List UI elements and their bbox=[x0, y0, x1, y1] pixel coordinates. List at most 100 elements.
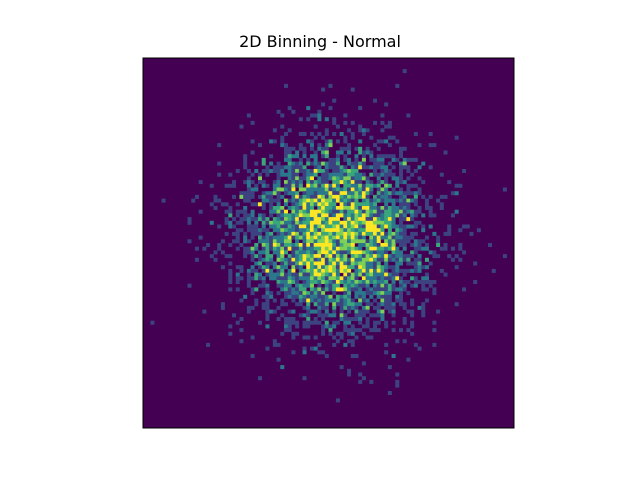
heatmap-cell bbox=[343, 183, 348, 188]
heatmap-cell bbox=[335, 320, 340, 325]
heatmap-cell bbox=[335, 198, 340, 203]
heatmap-cell bbox=[254, 202, 259, 207]
heatmap-cell bbox=[283, 143, 288, 148]
heatmap-cell bbox=[387, 206, 392, 210]
heatmap-cell bbox=[358, 191, 363, 196]
heatmap-cell bbox=[398, 276, 403, 281]
heatmap-cell bbox=[302, 165, 307, 170]
heatmap-cell bbox=[317, 220, 322, 225]
heatmap-cell bbox=[309, 169, 314, 173]
heatmap-cell bbox=[324, 283, 329, 288]
heatmap-cell bbox=[235, 202, 240, 207]
heatmap-cell bbox=[350, 250, 355, 255]
heatmap-cell bbox=[228, 220, 233, 225]
heatmap-cell bbox=[261, 220, 266, 225]
heatmap-cell bbox=[413, 198, 418, 203]
heatmap-cell bbox=[232, 180, 237, 185]
heatmap-cell bbox=[369, 150, 374, 155]
heatmap-cell bbox=[395, 294, 400, 299]
heatmap-cell bbox=[335, 209, 340, 214]
heatmap-cell bbox=[347, 191, 352, 196]
heatmap-cell bbox=[361, 176, 366, 181]
heatmap-cell bbox=[324, 209, 329, 214]
heatmap-cell bbox=[220, 305, 225, 310]
heatmap-cell bbox=[343, 276, 348, 281]
heatmap-cell bbox=[332, 272, 337, 277]
heatmap-cell bbox=[250, 139, 255, 144]
heatmap-cell bbox=[276, 250, 281, 255]
heatmap-cell bbox=[287, 146, 292, 151]
heatmap-cell bbox=[272, 220, 277, 225]
heatmap-cell bbox=[343, 198, 348, 203]
heatmap-cell bbox=[421, 283, 426, 288]
heatmap-cell bbox=[321, 209, 326, 214]
heatmap-cell bbox=[258, 250, 263, 255]
heatmap-cell bbox=[347, 287, 352, 292]
heatmap-cell bbox=[373, 98, 378, 103]
heatmap-cell bbox=[332, 243, 337, 247]
heatmap-cell bbox=[373, 320, 378, 325]
heatmap-cell bbox=[347, 209, 352, 214]
heatmap-cell bbox=[283, 272, 288, 277]
heatmap-cell bbox=[283, 291, 288, 296]
heatmap-cell bbox=[358, 261, 363, 266]
heatmap-cell bbox=[324, 254, 329, 259]
heatmap-cell bbox=[347, 202, 352, 207]
heatmap-cell bbox=[402, 239, 407, 244]
heatmap-cell bbox=[291, 146, 296, 151]
heatmap-cell bbox=[332, 206, 337, 210]
heatmap-cell bbox=[402, 209, 407, 214]
heatmap-cell bbox=[321, 257, 326, 262]
heatmap-cell bbox=[365, 213, 370, 218]
heatmap-cell bbox=[306, 169, 311, 173]
heatmap-cell bbox=[283, 183, 288, 188]
heatmap-cell bbox=[358, 268, 363, 273]
heatmap-cell bbox=[291, 206, 296, 210]
heatmap-cell bbox=[265, 194, 270, 199]
heatmap-cell bbox=[276, 224, 281, 229]
heatmap-cell bbox=[272, 165, 277, 170]
heatmap-cell bbox=[398, 154, 403, 159]
heatmap-cell bbox=[347, 265, 352, 270]
heatmap-cell bbox=[261, 183, 266, 188]
heatmap-cell bbox=[332, 220, 337, 225]
heatmap-cell bbox=[269, 294, 274, 299]
heatmap-cell bbox=[295, 209, 300, 214]
heatmap-cell bbox=[306, 206, 311, 210]
heatmap-cell bbox=[239, 317, 244, 321]
heatmap-cell bbox=[354, 228, 359, 233]
heatmap-cell bbox=[350, 172, 355, 177]
heatmap-cell bbox=[295, 239, 300, 244]
heatmap-cell bbox=[291, 109, 296, 114]
heatmap-cell bbox=[280, 254, 285, 259]
heatmap-cell bbox=[246, 176, 251, 181]
heatmap-cell bbox=[283, 246, 288, 251]
heatmap-cell bbox=[343, 213, 348, 218]
heatmap-cell bbox=[347, 257, 352, 262]
heatmap-cell bbox=[384, 165, 389, 170]
heatmap-cell bbox=[295, 324, 300, 329]
heatmap-cell bbox=[309, 287, 314, 292]
heatmap-cell bbox=[187, 239, 192, 244]
heatmap-cell bbox=[258, 143, 263, 148]
heatmap-cell bbox=[302, 283, 307, 288]
heatmap-cell bbox=[321, 194, 326, 199]
heatmap-cell bbox=[365, 268, 370, 273]
heatmap-cell bbox=[361, 331, 366, 336]
heatmap-cell bbox=[335, 217, 340, 222]
heatmap-cell bbox=[298, 206, 303, 210]
heatmap-cell bbox=[421, 313, 426, 318]
heatmap-cell bbox=[387, 194, 392, 199]
heatmap-cell bbox=[398, 231, 403, 236]
heatmap-cell bbox=[261, 257, 266, 262]
heatmap-cell bbox=[354, 239, 359, 244]
heatmap-cell bbox=[280, 298, 285, 303]
heatmap-cell bbox=[332, 191, 337, 196]
heatmap-cell bbox=[365, 198, 370, 203]
heatmap-cell bbox=[436, 235, 441, 240]
heatmap-cell bbox=[187, 217, 192, 222]
heatmap-cell bbox=[313, 113, 318, 118]
heatmap-cell bbox=[332, 291, 337, 296]
heatmap-cell bbox=[280, 250, 285, 255]
heatmap-cell bbox=[332, 287, 337, 292]
